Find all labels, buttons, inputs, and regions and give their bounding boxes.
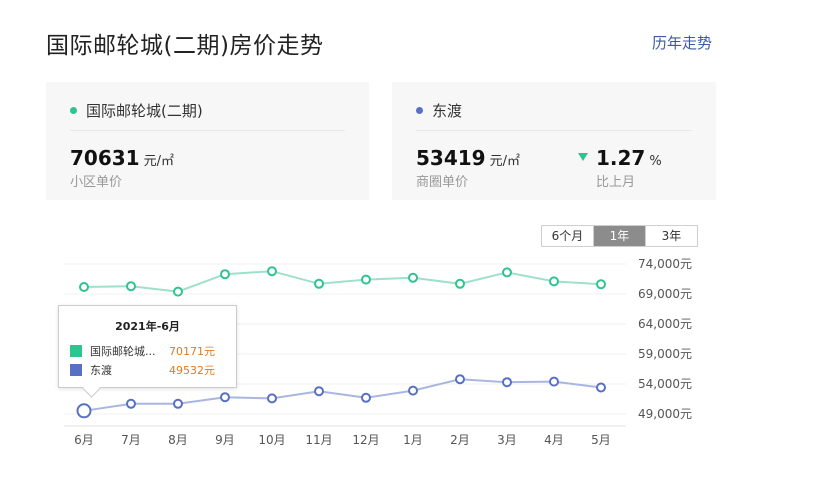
- tooltip-name-area: 东渡: [90, 364, 112, 377]
- area-price-row: 53419 元/㎡: [416, 146, 520, 170]
- change-label: 比上月: [596, 175, 636, 190]
- community-card-header: 国际邮轮城(二期): [70, 100, 203, 121]
- tooltip-value-area: 49532元: [169, 364, 215, 377]
- community-price-label: 小区单价: [70, 175, 123, 190]
- community-price-row: 70631 元/㎡: [70, 146, 174, 170]
- x-tick-label: 1月: [403, 433, 423, 447]
- area-price-label: 商圈单价: [416, 175, 469, 190]
- area-price-card: 东渡 53419 元/㎡ 商圈单价 1.27 % 比上月: [392, 82, 716, 200]
- tooltip-swatch-area: [70, 364, 82, 376]
- data-point: [549, 276, 559, 287]
- community-price-unit: 元/㎡: [143, 154, 174, 169]
- data-point: [79, 281, 89, 292]
- data-point: [267, 393, 277, 404]
- area-dot-icon: [416, 107, 423, 114]
- area-price: 53419: [416, 146, 486, 170]
- x-tick-label: 10月: [258, 433, 285, 447]
- data-point: [455, 278, 465, 289]
- page-title: 国际邮轮城(二期)房价走势: [46, 33, 324, 59]
- x-tick-label: 9月: [215, 433, 235, 447]
- data-point: [408, 385, 418, 396]
- data-point: [502, 267, 512, 278]
- x-tick-label: 3月: [497, 433, 517, 447]
- x-tick-label: 7月: [121, 433, 141, 447]
- data-point: [361, 274, 371, 285]
- x-tick-label: 11月: [305, 433, 332, 447]
- community-card-divider: [70, 130, 345, 131]
- tooltip-row-community: 国际邮轮城... 70171元: [70, 343, 225, 359]
- series-line: [83, 378, 602, 412]
- chart-tooltip: 2021年-6月 国际邮轮城... 70171元 东渡 49532元: [58, 305, 237, 388]
- series-line: [83, 270, 602, 293]
- area-card-header: 东渡: [416, 100, 462, 121]
- x-tick-label: 2月: [450, 433, 470, 447]
- tooltip-row-area: 东渡 49532元: [70, 362, 225, 378]
- x-tick-label: 6月: [74, 433, 94, 447]
- community-price: 70631: [70, 146, 140, 170]
- range-toggle: 6个月 1年 3年: [541, 225, 698, 247]
- data-point: [76, 403, 92, 419]
- area-name: 东渡: [432, 102, 463, 120]
- down-arrow-icon: [578, 153, 588, 161]
- y-tick-label: 59,000元: [638, 347, 692, 361]
- range-option-3y[interactable]: 3年: [645, 226, 697, 246]
- tooltip-title: 2021年-6月: [115, 320, 180, 333]
- data-point: [361, 392, 371, 403]
- data-point: [126, 398, 136, 409]
- x-tick-label: 12月: [352, 433, 379, 447]
- community-name: 国际邮轮城(二期): [86, 102, 203, 120]
- x-tick-label: 4月: [544, 433, 564, 447]
- area-price-unit: 元/㎡: [489, 154, 520, 169]
- data-point: [596, 279, 606, 290]
- data-point: [596, 382, 606, 393]
- data-point: [314, 278, 324, 289]
- data-point: [408, 272, 418, 283]
- y-tick-label: 54,000元: [638, 377, 692, 391]
- data-point: [267, 266, 277, 277]
- x-tick-label: 8月: [168, 433, 188, 447]
- tooltip-value-community: 70171元: [169, 345, 215, 358]
- change-value: 1.27: [596, 146, 646, 170]
- range-option-6m[interactable]: 6个月: [542, 226, 593, 246]
- tooltip-name-community: 国际邮轮城...: [90, 345, 156, 358]
- change-unit: %: [649, 154, 662, 169]
- y-tick-label: 74,000元: [638, 257, 692, 271]
- data-point: [314, 386, 324, 397]
- history-trend-link[interactable]: 历年走势: [652, 34, 713, 52]
- community-dot-icon: [70, 107, 77, 114]
- data-point: [126, 281, 136, 292]
- data-point: [220, 269, 230, 280]
- y-tick-label: 64,000元: [638, 317, 692, 331]
- tooltip-swatch-community: [70, 345, 82, 357]
- data-point: [502, 377, 512, 388]
- y-tick-label: 69,000元: [638, 287, 692, 301]
- data-point: [220, 392, 230, 403]
- data-point: [455, 374, 465, 385]
- range-option-1y[interactable]: 1年: [593, 226, 645, 246]
- change-row: 1.27 %: [578, 146, 662, 170]
- data-point: [549, 376, 559, 387]
- y-tick-label: 49,000元: [638, 407, 692, 421]
- area-card-divider: [416, 130, 692, 131]
- data-point: [173, 286, 183, 297]
- data-point: [173, 398, 183, 409]
- community-price-card: 国际邮轮城(二期) 70631 元/㎡ 小区单价: [46, 82, 369, 200]
- x-tick-label: 5月: [591, 433, 611, 447]
